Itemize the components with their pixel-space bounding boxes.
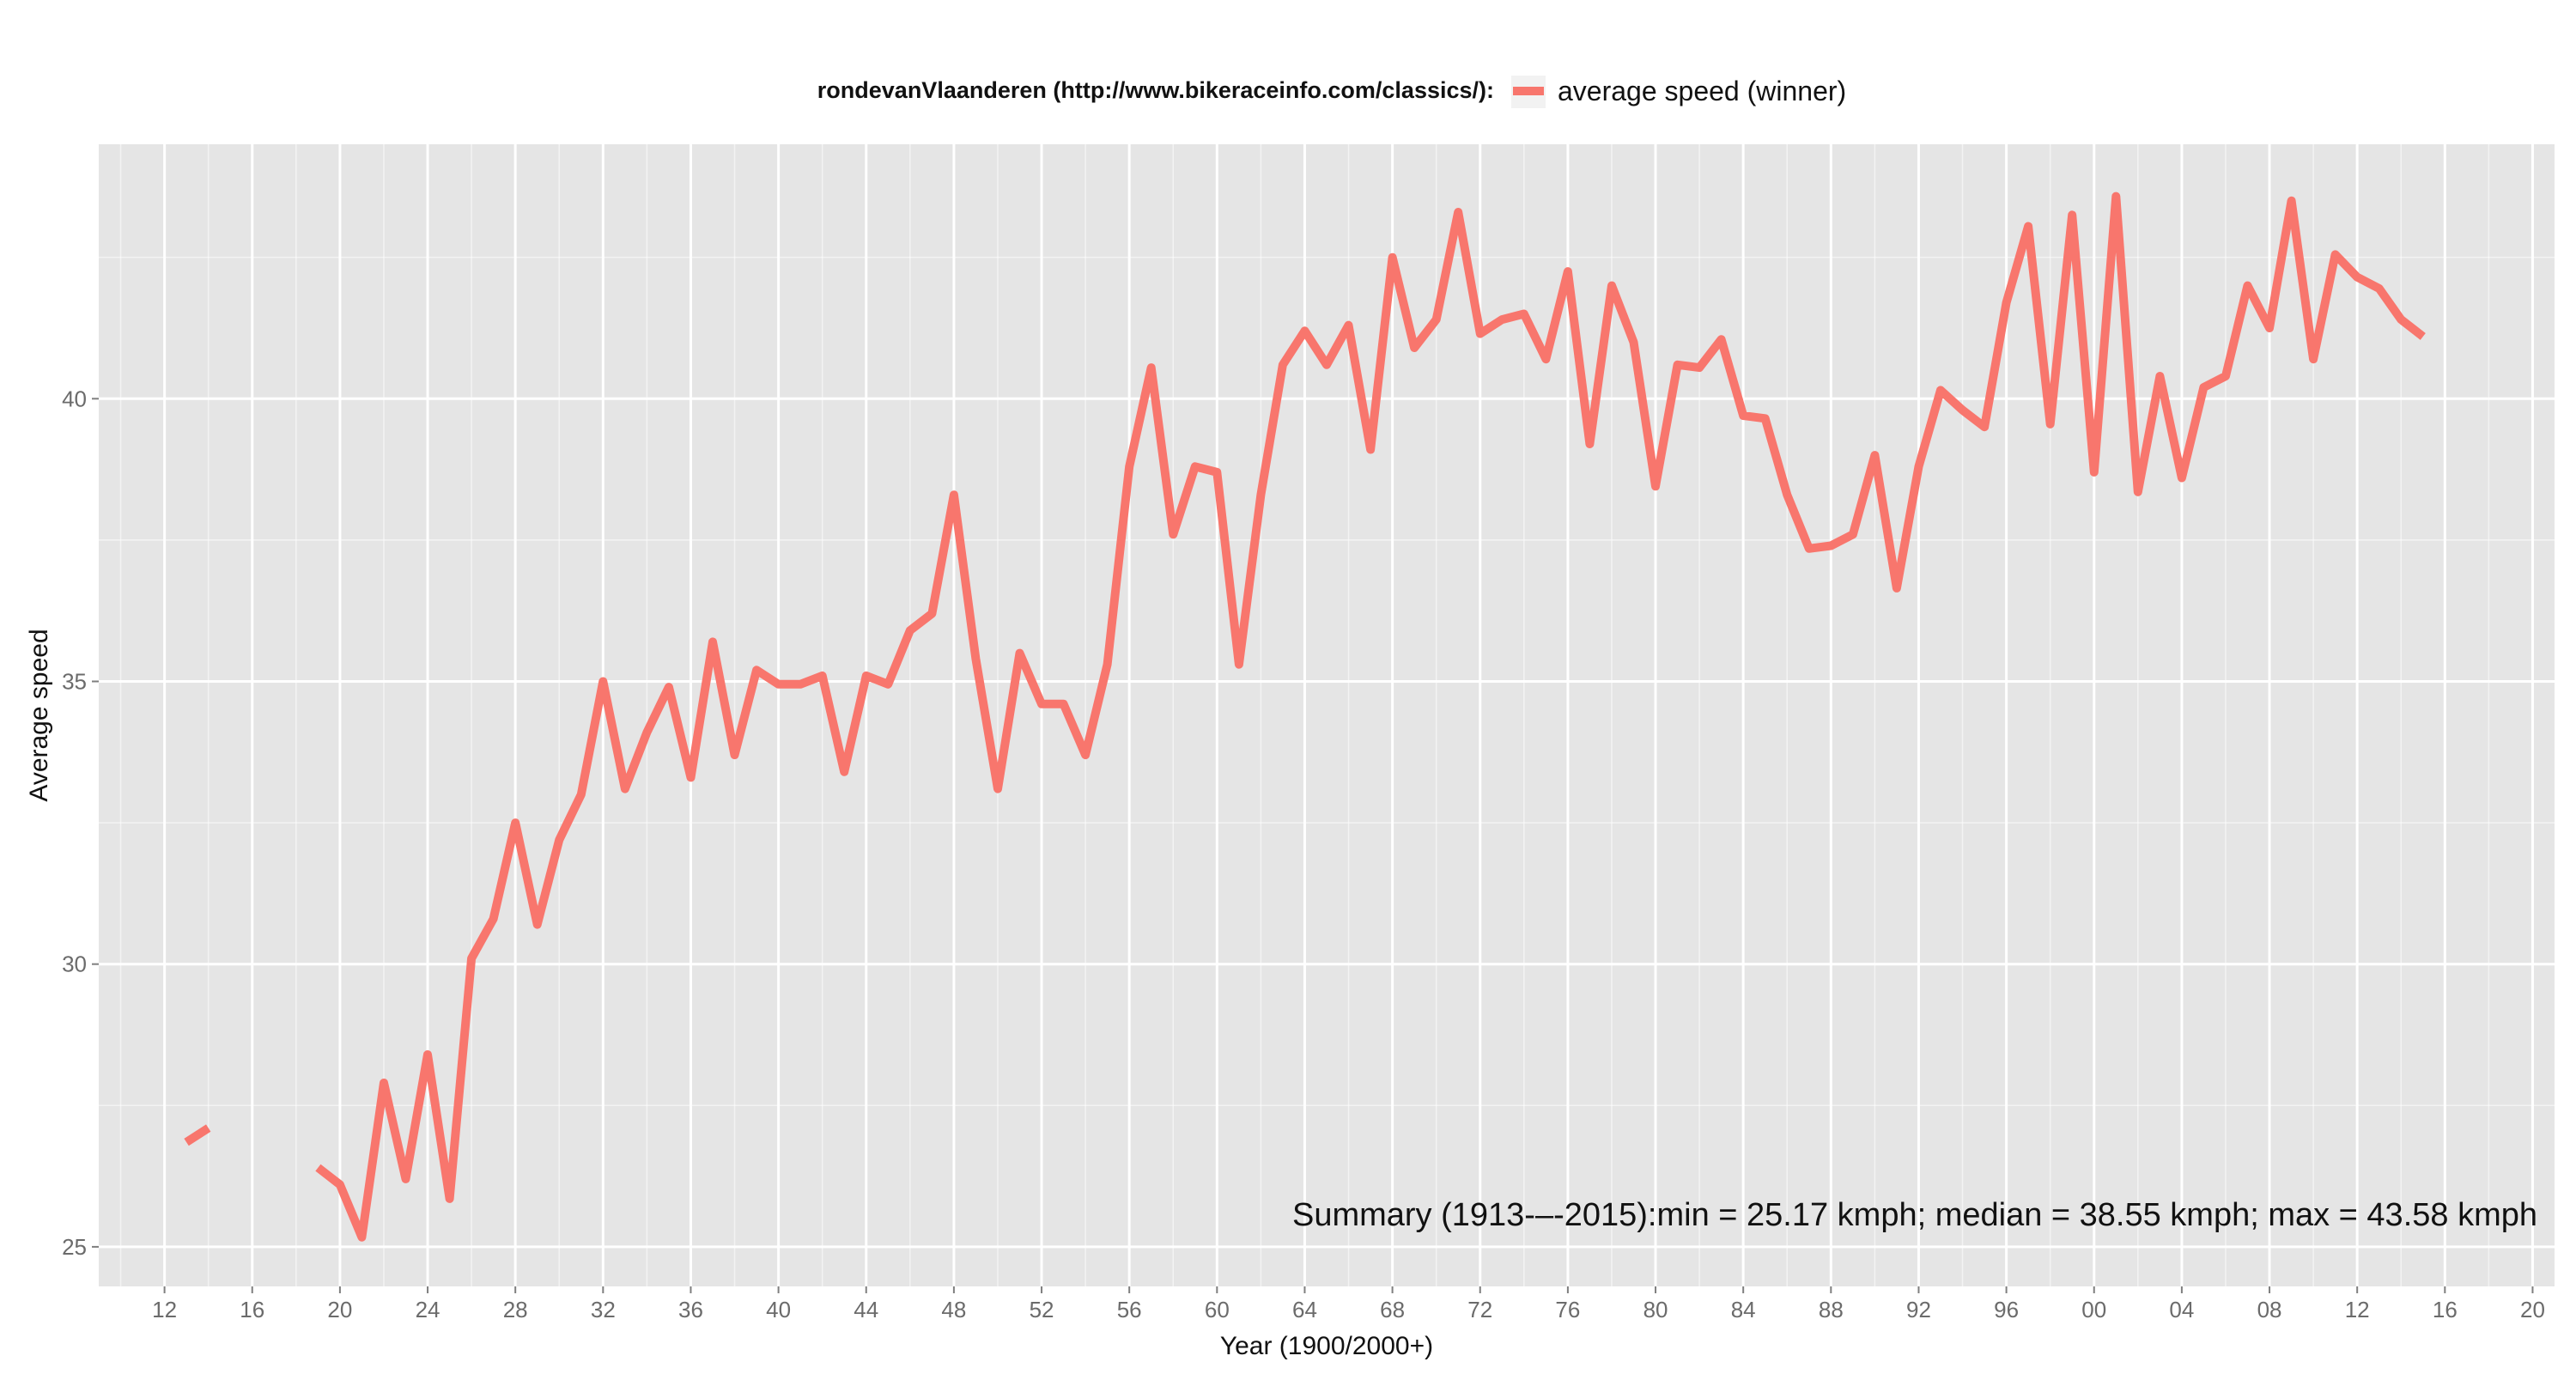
x-tick-label: 68 [1380,1297,1405,1322]
minor-gridlines [99,144,2555,1286]
x-tick-label: 52 [1030,1297,1054,1322]
x-tick-label: 12 [152,1297,177,1322]
x-tick-label: 88 [1819,1297,1844,1322]
x-tick-label: 36 [678,1297,703,1322]
x-tick-label: 64 [1292,1297,1317,1322]
x-tick-label: 56 [1117,1297,1142,1322]
x-axis-title: Year (1900/2000+) [1220,1332,1433,1360]
series-layer [184,192,2426,1242]
x-tick-label: 92 [1906,1297,1931,1322]
x-tick-label: 84 [1731,1297,1756,1322]
x-tick-label: 80 [1643,1297,1668,1322]
summary-annotation: Summary (1913-–-2015):min = 25.17 kmph; … [1292,1197,2537,1233]
major-gridlines [99,144,2555,1286]
axis-ticks: 12 16 20 24 28 32 36 40 44 48 52 56 60 64 68 72 76 80 84 88… [62,386,2545,1322]
x-tick-label: 20 [327,1297,352,1322]
y-tick-label: 40 [62,386,87,411]
legend-label: average speed (winner) [1558,76,1846,106]
series-line [315,192,2426,1242]
x-tick-label: 28 [503,1297,528,1322]
plot-panel [99,144,2555,1286]
x-tick-label: 96 [1994,1297,2019,1322]
x-tick-label: 76 [1555,1297,1580,1322]
y-axis-title: Average speed [25,629,53,801]
y-tick-label: 25 [62,1234,87,1260]
x-tick-label: 20 [2520,1297,2545,1322]
x-tick-label: 44 [854,1297,878,1322]
x-tick-label: 60 [1205,1297,1230,1322]
series-line [184,1124,211,1146]
x-tick-label: 40 [766,1297,791,1322]
x-tick-label: 00 [2081,1297,2106,1322]
y-tick-label: 30 [62,951,87,977]
x-tick-label: 48 [941,1297,966,1322]
x-tick-label: 04 [2169,1297,2194,1322]
legend-title: rondevanVlaanderen (http://www.bikeracei… [817,77,1494,103]
x-tick-label: 32 [591,1297,616,1322]
legend: rondevanVlaanderen (http://www.bikeracei… [817,76,1846,108]
x-tick-label: 12 [2345,1297,2370,1322]
x-tick-label: 16 [2433,1297,2458,1322]
x-tick-label: 16 [240,1297,264,1322]
x-tick-label: 72 [1467,1297,1492,1322]
x-tick-label: 08 [2257,1297,2282,1322]
x-tick-label: 24 [416,1297,440,1322]
y-tick-label: 35 [62,668,87,694]
